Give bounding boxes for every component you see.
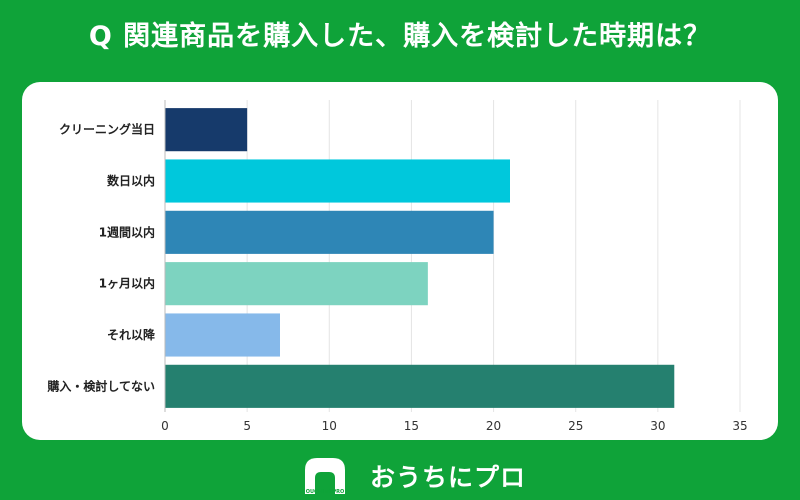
category-label: 購入・検討してない xyxy=(46,378,155,393)
brand-name: おうちにプロ xyxy=(370,463,527,492)
footer: OUCHI ni PRO おうちにプロ xyxy=(0,452,800,496)
survey-question: Q 関連商品を購入した、購入を検討した時期は？ xyxy=(88,21,712,52)
x-tick-label: 20 xyxy=(486,419,501,433)
category-label: クリーニング当日 xyxy=(59,122,155,137)
category-label: それ以降 xyxy=(107,327,156,342)
bar xyxy=(165,262,428,306)
bar xyxy=(165,108,248,152)
chart-panel: 0 5 10 15 20 25 30 35 クリーニング当日数日以内 1週間以内 1ヶ月以内それ以降… xyxy=(22,82,778,440)
logo-text: OUCHI ni PRO xyxy=(306,489,345,495)
x-tick-label: 30 xyxy=(650,419,665,433)
bar xyxy=(165,210,494,254)
bar xyxy=(165,159,510,203)
x-tick-label: 0 xyxy=(161,419,169,433)
x-tick-label: 15 xyxy=(404,419,419,433)
category-label: 1ヶ月以内 xyxy=(99,276,155,291)
category-label: 数日以内 xyxy=(107,173,155,188)
bar xyxy=(165,364,675,408)
category-label: 1週間以内 xyxy=(99,224,155,239)
x-tick-label: 10 xyxy=(322,419,337,433)
house-logo-icon: OUCHI ni PRO xyxy=(305,458,345,495)
x-tick-label: 35 xyxy=(732,419,747,433)
x-tick-label: 5 xyxy=(243,419,251,433)
x-tick-label: 25 xyxy=(568,419,583,433)
bar xyxy=(165,313,280,357)
